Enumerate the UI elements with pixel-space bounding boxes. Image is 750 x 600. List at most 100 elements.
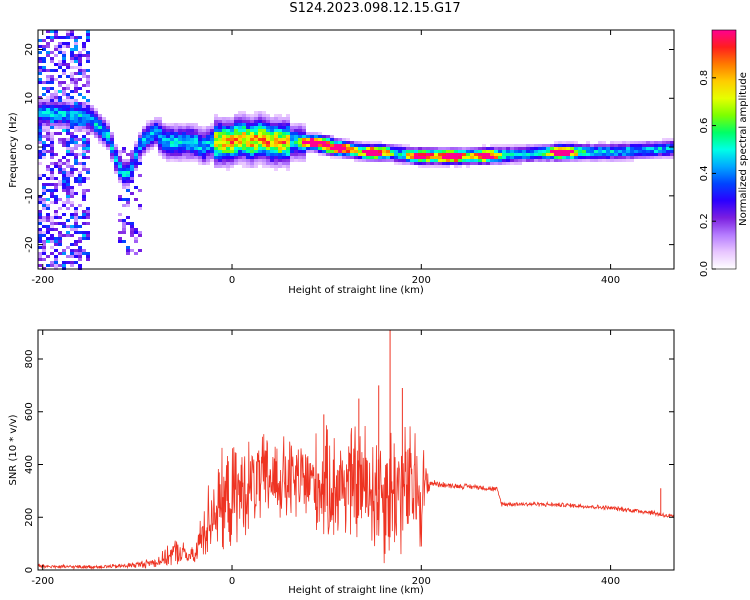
spectrogram-cell [230, 129, 234, 132]
spectrogram-cell [106, 141, 110, 144]
spectrogram-cell [38, 156, 42, 159]
spectrogram-cell [458, 150, 462, 153]
spectrogram-cell [202, 129, 206, 132]
spectrogram-cell [230, 135, 234, 138]
spectrogram-cell [558, 141, 562, 144]
spectrogram-cell [362, 150, 366, 153]
spectrogram-cell [262, 111, 266, 114]
spectrogram-cell [294, 126, 298, 129]
spectrogram-cell [610, 153, 614, 156]
spectrogram-cell [542, 150, 546, 153]
spectrogram-cell [58, 123, 62, 126]
spectrogram-cell [50, 240, 54, 243]
spectrogram-cell [250, 141, 254, 144]
spectrogram-cell [294, 150, 298, 153]
spectrogram-cell [78, 249, 82, 252]
spectrogram-cell [418, 159, 422, 162]
spectrogram-cell [462, 153, 466, 156]
spectrogram-cell [278, 147, 282, 150]
spectrogram-cell [134, 144, 138, 147]
spectrogram-cell [482, 150, 486, 153]
spectrogram-cell [174, 150, 178, 153]
spectrogram-cell [42, 150, 46, 153]
spectrogram-cell [178, 153, 182, 156]
spectrogram-cell [202, 144, 206, 147]
spectrogram-cell [398, 147, 402, 150]
spectrogram-cell [138, 150, 142, 153]
spectrogram-cell [270, 141, 274, 144]
spectrogram-cell [150, 120, 154, 123]
spectrogram-cell [242, 111, 246, 114]
spectrogram-cell [454, 165, 458, 168]
spectrogram-cell [150, 138, 154, 141]
spectrogram-cell [326, 150, 330, 153]
spectrogram-cell [502, 150, 506, 153]
spectrogram-cell [286, 159, 290, 162]
spectrogram-cell [570, 153, 574, 156]
spectrogram-cell [586, 156, 590, 159]
spectrogram-cell [54, 255, 58, 258]
spectrogram-cell [394, 150, 398, 153]
spectrogram-cell [266, 165, 270, 168]
spectrogram-cell [62, 123, 66, 126]
spectrogram-cell [306, 135, 310, 138]
spectrogram-cell [486, 162, 490, 165]
spectrogram-cell [278, 138, 282, 141]
spectrogram-cell [54, 243, 58, 246]
spectrogram-cell [78, 183, 82, 186]
spectrogram-cell [562, 156, 566, 159]
spectrogram-cell [138, 159, 142, 162]
spectrogram-cell [86, 33, 90, 36]
spectrogram-cell [322, 150, 326, 153]
spectrogram-cell [382, 153, 386, 156]
spectrogram-cell [62, 222, 66, 225]
spectrogram-cell [386, 153, 390, 156]
spectrogram-cell [314, 132, 318, 135]
spectrogram-cell [370, 159, 374, 162]
spectrogram-cell [94, 111, 98, 114]
spectrogram-cell [210, 132, 214, 135]
spectrogram-cell [430, 150, 434, 153]
spectrogram-cell [390, 150, 394, 153]
spectrogram-cell [262, 153, 266, 156]
spectrogram-cell [490, 159, 494, 162]
spectrogram-cell [82, 75, 86, 78]
spectrogram-cell [202, 156, 206, 159]
spectrogram-cell [242, 135, 246, 138]
spectrogram-cell [306, 150, 310, 153]
spectrogram-cell [170, 150, 174, 153]
spectrogram-cell [178, 150, 182, 153]
spectrogram-cell [258, 126, 262, 129]
spectrogram-cell [170, 156, 174, 159]
spectrogram-cell [566, 156, 570, 159]
spectrogram-cell [86, 123, 90, 126]
spectrogram-cell [66, 198, 70, 201]
spectrogram-cell [494, 156, 498, 159]
spectrogram-cell [46, 87, 50, 90]
spectrogram-cell [422, 147, 426, 150]
spectrogram-cell [62, 36, 66, 39]
spectrogram-cell [442, 153, 446, 156]
spectrogram-cell [330, 138, 334, 141]
spectrogram-cell [122, 174, 126, 177]
spectrogram-y-tick-label: 0 [24, 144, 35, 150]
spectrogram-cell [146, 138, 150, 141]
spectrogram-cell [90, 105, 94, 108]
spectrogram-cell [542, 159, 546, 162]
spectrogram-cell [126, 153, 130, 156]
spectrogram-cell [210, 150, 214, 153]
spectrogram-cell [438, 153, 442, 156]
spectrogram-cell [218, 120, 222, 123]
spectrogram-cell [282, 165, 286, 168]
spectrogram-cell [142, 138, 146, 141]
spectrogram-cell [42, 57, 46, 60]
spectrogram-frame [37, 29, 675, 270]
spectrogram-cell [142, 144, 146, 147]
spectrogram-cell [70, 99, 74, 102]
spectrogram-cell [86, 117, 90, 120]
spectrogram-cell [170, 126, 174, 129]
spectrogram-cell [610, 150, 614, 153]
spectrogram-cell [650, 141, 654, 144]
spectrogram-cell [190, 126, 194, 129]
spectrogram-cell [434, 159, 438, 162]
